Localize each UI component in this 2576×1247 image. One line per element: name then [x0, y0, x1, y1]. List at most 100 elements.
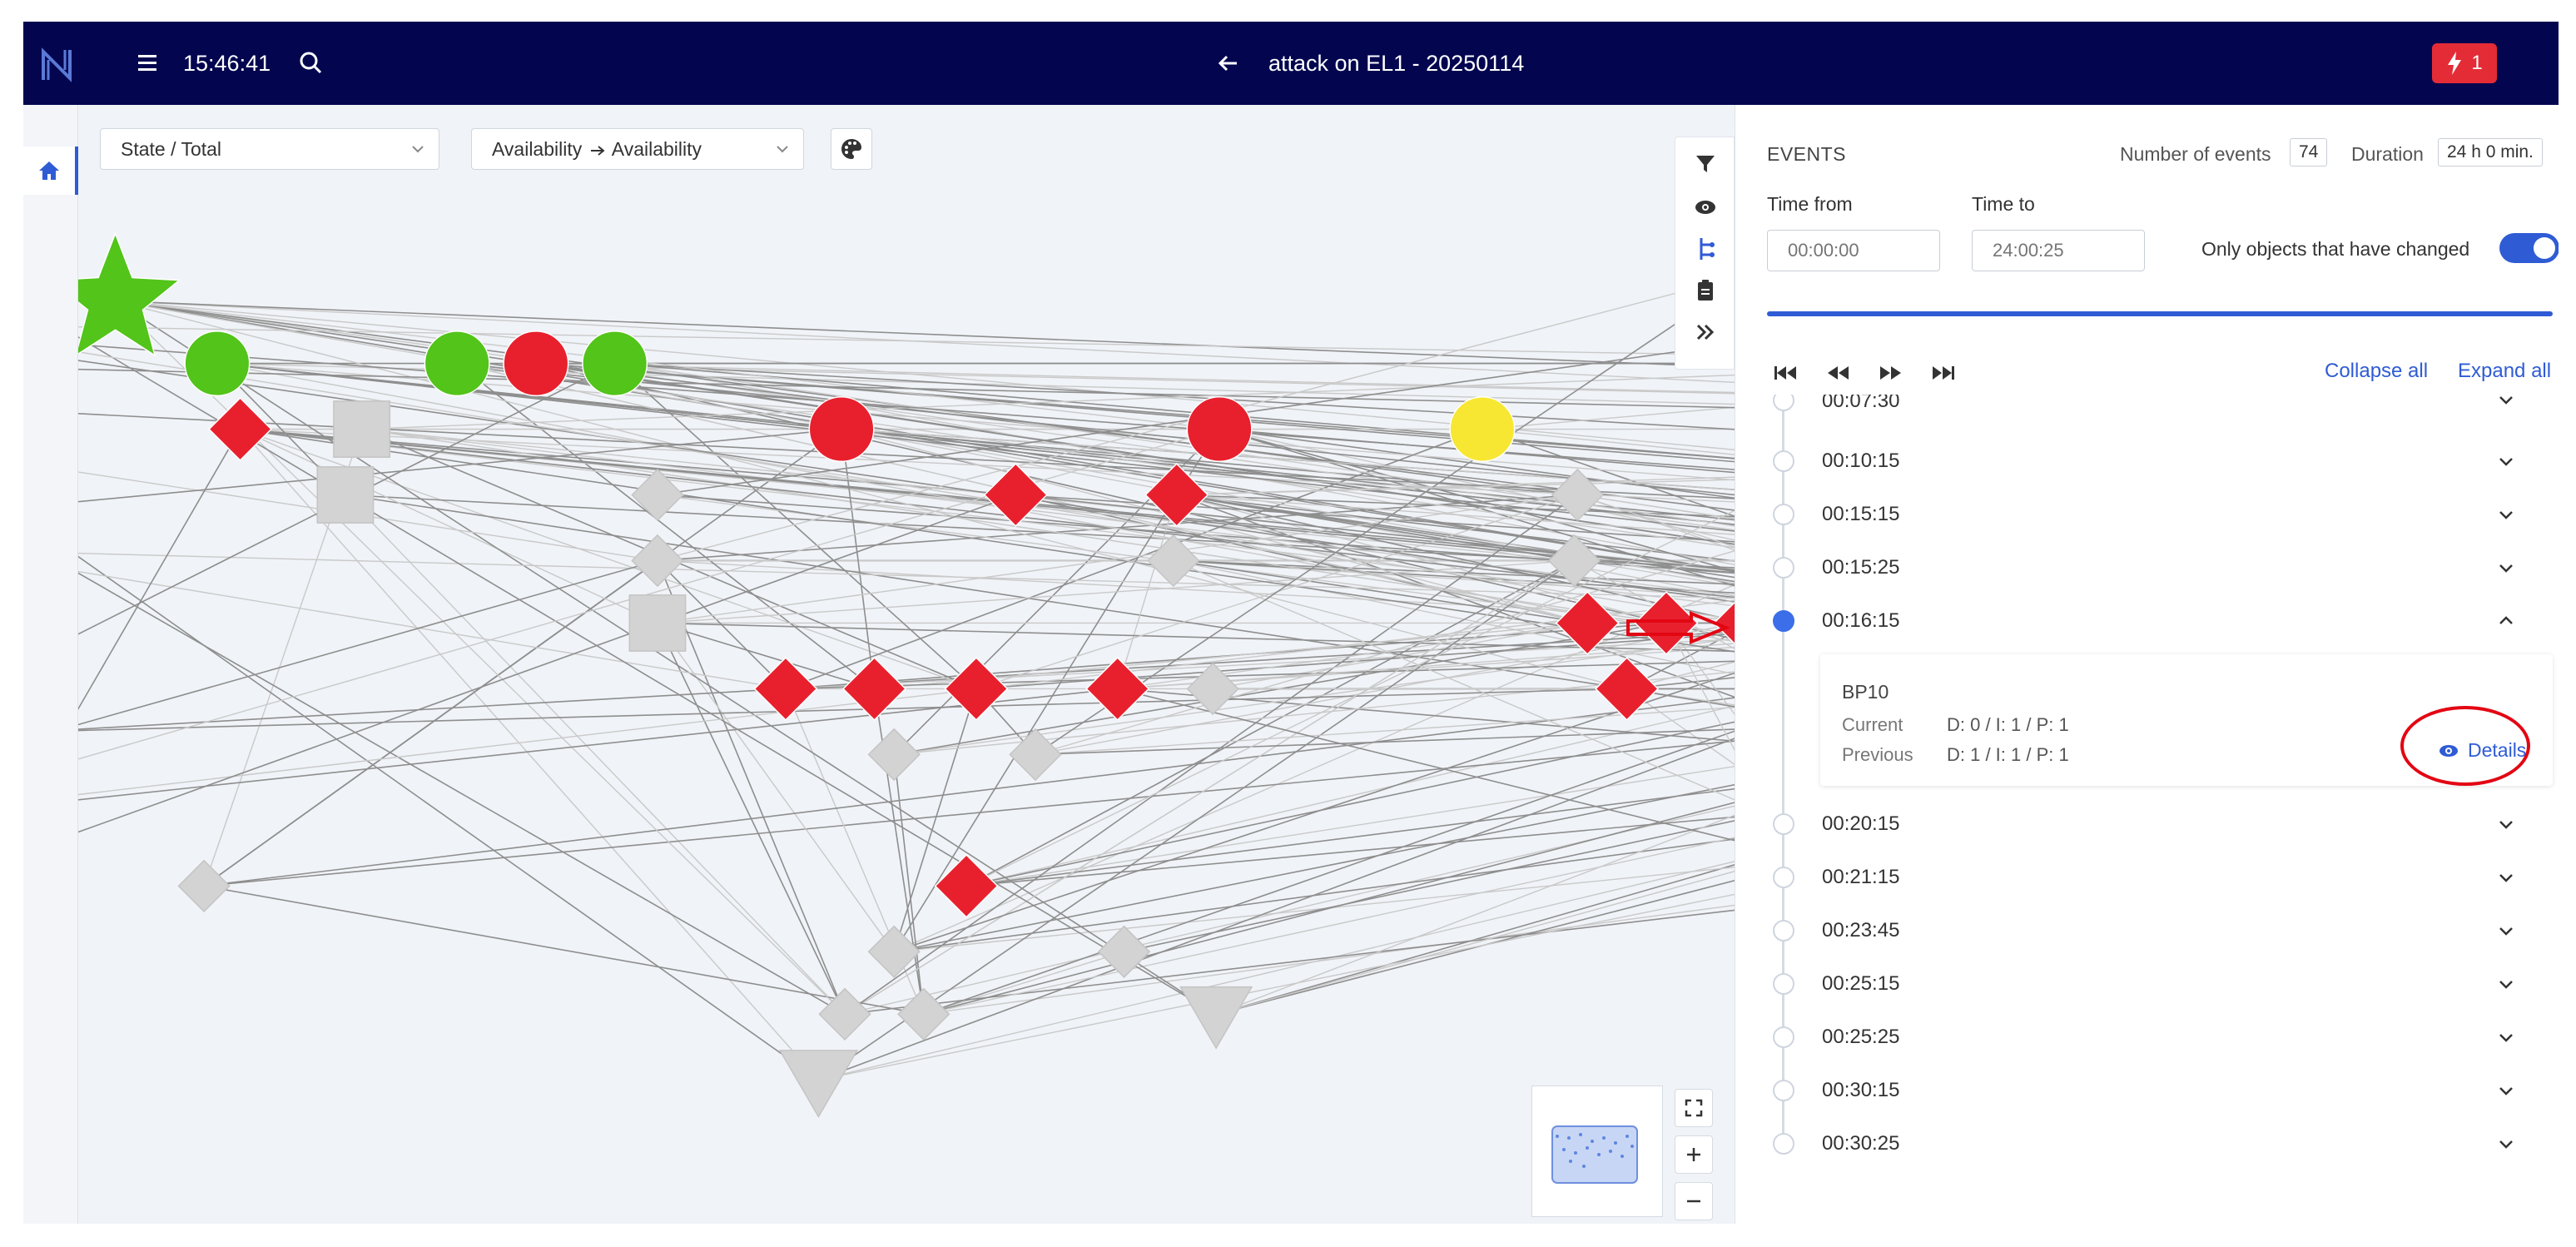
alert-count: 1 — [2471, 52, 2483, 74]
timeline-dot[interactable] — [1773, 504, 1794, 525]
filter-button[interactable] — [1690, 149, 1720, 179]
time-from-input[interactable] — [1767, 230, 1940, 271]
zoom-in-button[interactable] — [1675, 1135, 1713, 1174]
event-row[interactable]: 00:20:15 — [1735, 797, 2559, 851]
dependency-graph[interactable] — [78, 105, 1735, 1224]
graph-edge — [216, 362, 1735, 525]
graph-edge — [78, 494, 1016, 833]
chevron-down-icon[interactable] — [2496, 395, 2516, 410]
only-changed-toggle[interactable] — [2499, 233, 2559, 263]
step-back-button[interactable] — [1822, 356, 1855, 390]
event-row[interactable]: 00:10:15 — [1735, 435, 2559, 488]
chevron-down-icon[interactable] — [2496, 504, 2516, 524]
only-changed-label: Only objects that have changed — [2201, 238, 2470, 260]
zoom-out-button[interactable] — [1675, 1182, 1713, 1220]
timeline-dot[interactable] — [1773, 973, 1794, 995]
chevron-down-icon[interactable] — [2496, 814, 2516, 834]
chevron-down-icon[interactable] — [2496, 974, 2516, 994]
graph-edge — [457, 362, 1735, 496]
graph-edge — [1176, 479, 1735, 496]
chevron-down-icon[interactable] — [2496, 867, 2516, 887]
time-to-input[interactable] — [1972, 230, 2145, 271]
event-row[interactable]: 00:25:25 — [1735, 1011, 2559, 1064]
graph-node — [934, 853, 999, 918]
minimap[interactable] — [1531, 1086, 1663, 1217]
clipboard-icon — [1698, 280, 1713, 301]
graph-edge — [204, 697, 1735, 887]
chevron-down-icon[interactable] — [2496, 1081, 2516, 1100]
graph-edge — [785, 660, 1735, 690]
collapse-all-button[interactable]: Collapse all — [2325, 360, 2429, 382]
timeline-dot[interactable] — [1773, 1080, 1794, 1101]
graph-edge — [1176, 494, 1735, 562]
event-row[interactable]: 00:23:45 — [1735, 904, 2559, 957]
chevron-down-icon[interactable] — [2496, 558, 2516, 578]
mapping-select[interactable]: Availability Availability — [471, 128, 804, 170]
graph-edge — [1015, 494, 1735, 543]
chevron-down-icon[interactable] — [2496, 1027, 2516, 1047]
step-forward-button[interactable] — [1874, 356, 1907, 390]
graph-edge — [240, 428, 1735, 607]
skip-to-start-button[interactable] — [1769, 356, 1802, 390]
graph-edge — [240, 428, 1735, 653]
graph-edge — [204, 740, 1735, 887]
fullscreen-button[interactable] — [1675, 1089, 1713, 1127]
timeline-dot[interactable] — [1773, 450, 1794, 472]
tree-icon — [1700, 238, 1715, 260]
home-button[interactable] — [23, 147, 78, 195]
event-row[interactable]: 00:25:15 — [1735, 957, 2559, 1011]
timeline-dot[interactable] — [1773, 867, 1794, 888]
app-window: 15:46:41 attack on EL1 - 20250114 1 Sta — [23, 22, 2559, 1224]
event-row[interactable]: 00:07:30 — [1735, 395, 2559, 428]
double-chevron-right-icon — [1696, 324, 1715, 340]
event-row[interactable]: 00:21:15 — [1735, 851, 2559, 904]
hamburger-menu-icon[interactable] — [128, 47, 165, 80]
timeline-dot[interactable] — [1773, 1026, 1794, 1048]
graph-edge — [614, 362, 1735, 566]
visibility-button[interactable] — [1690, 192, 1720, 222]
back-arrow-icon[interactable] — [1214, 48, 1243, 78]
graph-node — [1186, 662, 1239, 716]
graph-edge — [818, 893, 1735, 1081]
chevron-down-icon[interactable] — [2496, 451, 2516, 471]
tree-layout-button[interactable] — [1690, 234, 1720, 264]
events-progress-bar[interactable] — [1767, 311, 2553, 316]
search-icon[interactable] — [295, 47, 328, 80]
timeline-dot[interactable] — [1773, 920, 1794, 941]
timeline-dot[interactable] — [1773, 395, 1794, 411]
graph-node — [1595, 656, 1660, 721]
graph-edge — [894, 783, 1735, 953]
event-row[interactable]: 00:16:15 — [1735, 594, 2559, 648]
graph-edge — [78, 325, 1735, 356]
chevron-up-icon[interactable] — [2496, 611, 2516, 631]
app-logo-icon[interactable] — [38, 47, 75, 83]
event-row[interactable]: 00:15:15 — [1735, 488, 2559, 541]
event-row[interactable]: 00:30:15 — [1735, 1064, 2559, 1117]
event-row[interactable]: 00:30:25 — [1735, 1117, 2559, 1170]
left-rail — [23, 105, 78, 1224]
timeline-dot[interactable] — [1773, 813, 1794, 835]
palette-button[interactable] — [831, 128, 872, 170]
graph-edge — [115, 300, 1627, 690]
expand-toolbar-button[interactable] — [1690, 317, 1720, 347]
graph-node — [1186, 396, 1253, 463]
alert-button[interactable]: 1 — [2432, 43, 2497, 83]
graph-edge — [1117, 643, 1735, 690]
chevron-down-icon[interactable] — [2496, 921, 2516, 941]
chevron-down-icon[interactable] — [2496, 1134, 2516, 1154]
skip-to-end-button[interactable] — [1927, 356, 1960, 390]
graph-edge — [965, 765, 1735, 887]
graph-edge — [240, 428, 1735, 599]
clipboard-button[interactable] — [1690, 276, 1720, 306]
expand-all-button[interactable]: Expand all — [2458, 360, 2552, 382]
timeline-dot[interactable] — [1773, 1133, 1794, 1155]
timeline-dot[interactable] — [1773, 557, 1794, 579]
timeline-dot[interactable] — [1773, 610, 1794, 632]
graph-node — [631, 468, 684, 522]
graph-edge — [78, 552, 1735, 599]
view-select[interactable]: State / Total — [100, 128, 439, 170]
graph-node — [842, 656, 906, 721]
graph-node — [897, 987, 950, 1041]
event-row[interactable]: 00:15:25 — [1735, 541, 2559, 594]
graph-node — [208, 397, 273, 462]
